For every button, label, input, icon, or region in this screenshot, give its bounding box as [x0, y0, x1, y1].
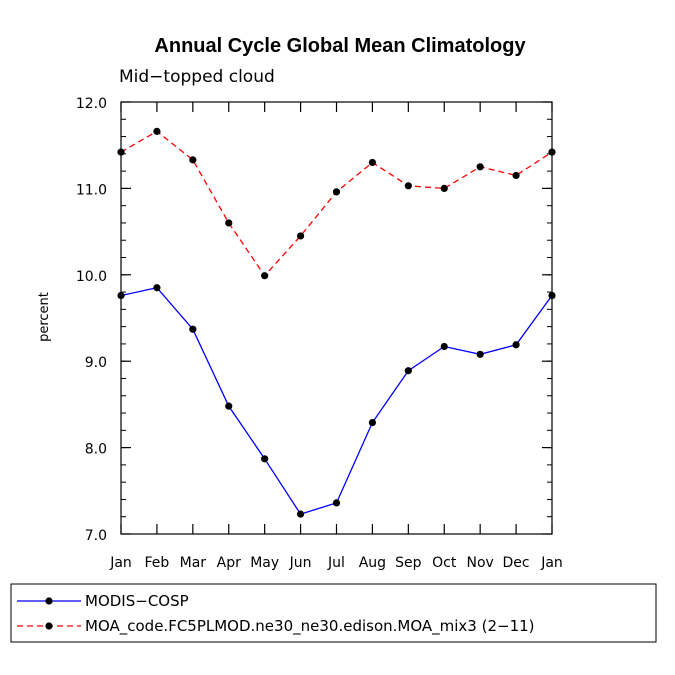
series-1-point — [548, 148, 556, 156]
series-1-point — [476, 163, 484, 171]
series-1-point — [296, 232, 305, 240]
series-1-point — [404, 182, 412, 190]
series-1-point — [261, 272, 269, 280]
plot-frame — [120, 101, 553, 535]
series-0-point — [548, 291, 556, 300]
y-tick-label: 9.0 — [85, 355, 107, 371]
series-1-point — [332, 188, 341, 196]
legend-marker-moa — [45, 622, 53, 630]
series-1-point — [225, 219, 233, 227]
series-1-point — [153, 127, 161, 135]
series-1-point — [512, 171, 520, 180]
series-line-1 — [120, 130, 553, 277]
x-tick-label: Sep — [395, 555, 422, 571]
legend-label-modis: MODIS−COSP — [85, 592, 189, 610]
series-1-point — [368, 158, 377, 167]
series-line-0 — [120, 287, 553, 515]
series-0-point — [476, 350, 484, 358]
series-0-point — [368, 418, 377, 427]
x-tick-label: Mar — [180, 555, 207, 571]
series-0-point — [225, 402, 233, 410]
x-tick-label: Jan — [109, 555, 132, 571]
x-tick-label: Aug — [359, 555, 386, 571]
minor-ticks — [121, 101, 552, 535]
x-tick-label: Apr — [217, 555, 241, 571]
x-tick-label: Feb — [145, 555, 170, 571]
chart-title: Annual Cycle Global Mean Climatology — [154, 35, 526, 57]
y-tick-label: 12.0 — [76, 96, 107, 112]
legend-marker-modis — [45, 597, 53, 605]
x-tick-label: May — [250, 555, 279, 571]
legend: MODIS−COSP MOA_code.FC5PLMOD.ne30_ne30.e… — [10, 583, 657, 643]
y-tick-labels: 7.0 8.0 9.0 10.0 11.0 12.0 — [76, 96, 107, 544]
legend-label-moa: MOA_code.FC5PLMOD.ne30_ne30.edison.MOA_m… — [85, 617, 535, 636]
y-tick-label: 11.0 — [76, 182, 107, 198]
y-tick-label: 8.0 — [85, 442, 107, 458]
series-1-point — [117, 148, 125, 156]
x-tick-label: Oct — [432, 555, 457, 571]
series-1-point — [189, 156, 197, 164]
chart-subtitle: Mid−topped cloud — [119, 67, 275, 87]
series-0-point — [153, 284, 161, 292]
series-points — [117, 127, 556, 518]
x-tick-label: Dec — [503, 555, 530, 571]
y-tick-label: 7.0 — [85, 528, 107, 544]
x-tick-labels: Jan Feb Mar Apr May Jun Jul Aug Sep Oct Nov Dec Jan — [109, 555, 563, 571]
series-0-point — [261, 455, 269, 463]
y-tick-label: 10.0 — [76, 269, 107, 285]
x-tick-label: Jul — [327, 555, 345, 571]
series-0-point — [189, 325, 197, 333]
series-0-point — [512, 341, 520, 349]
series-0-point — [296, 510, 305, 518]
series-0-point — [332, 499, 341, 507]
series-1-point — [440, 184, 448, 192]
x-tick-label: Nov — [467, 555, 494, 571]
x-tick-label: Jan — [540, 555, 563, 571]
y-axis-label: percent — [37, 292, 52, 342]
major-ticks — [120, 101, 553, 535]
legend-box — [10, 583, 657, 643]
series-0-point — [404, 367, 412, 375]
x-tick-label: Jun — [289, 555, 312, 571]
series-0-point — [117, 291, 125, 300]
series-0-point — [440, 342, 448, 351]
